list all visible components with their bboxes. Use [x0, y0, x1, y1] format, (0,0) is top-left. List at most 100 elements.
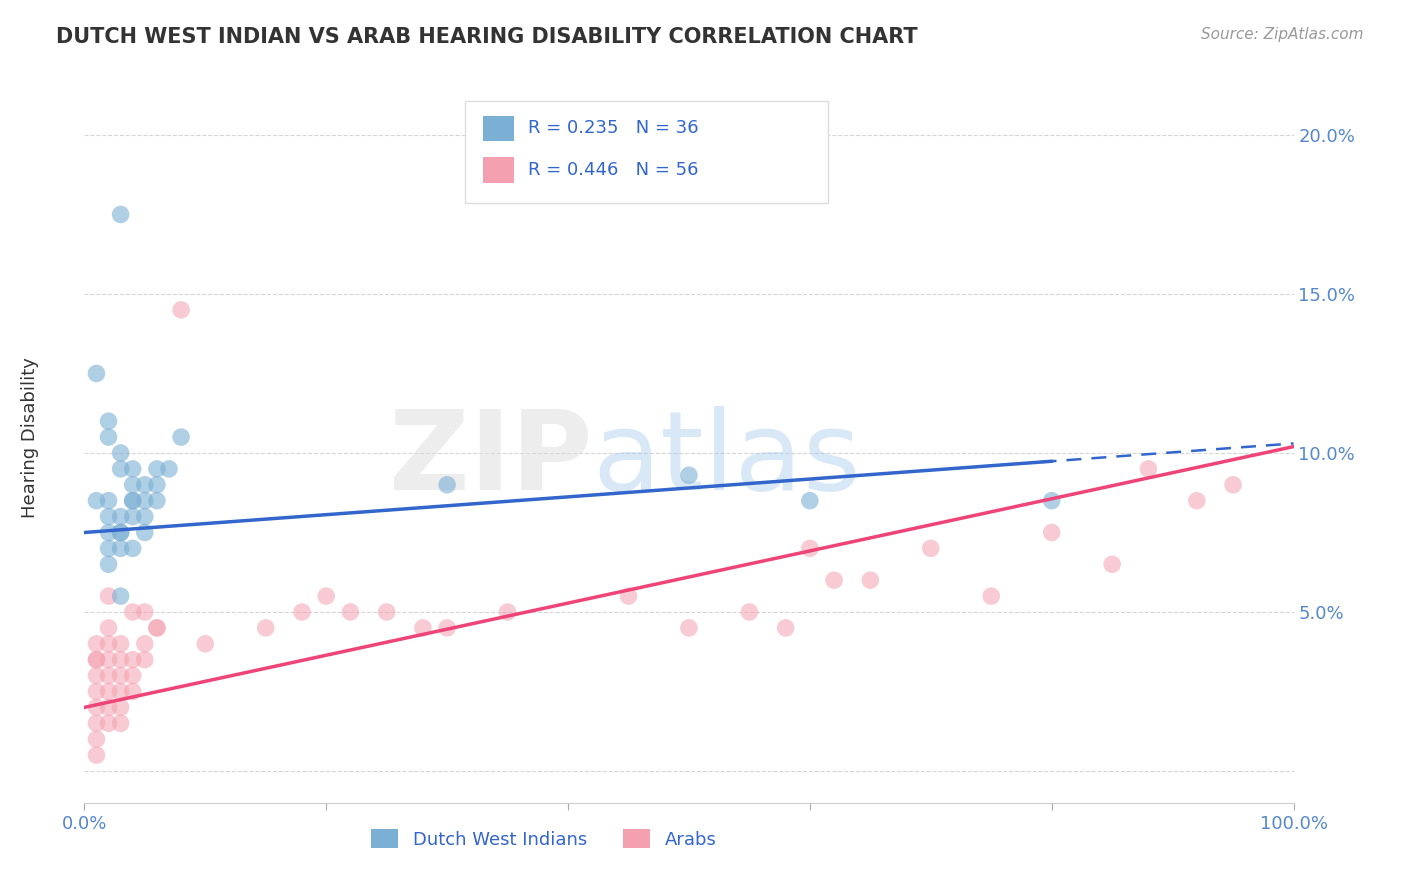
Point [157, 462, 180, 476]
Point [121, 493, 143, 508]
Point [980, 589, 1002, 603]
FancyBboxPatch shape [484, 116, 513, 141]
Point [412, 621, 434, 635]
Point [110, 684, 132, 698]
Text: atlas: atlas [592, 406, 860, 513]
Point [859, 573, 882, 587]
Point [110, 541, 132, 556]
Point [799, 541, 821, 556]
Point [146, 621, 169, 635]
Point [254, 621, 277, 635]
Point [97, 493, 120, 508]
Point [110, 716, 132, 731]
FancyBboxPatch shape [465, 101, 828, 203]
Point [110, 668, 132, 682]
Point [110, 207, 132, 221]
Point [315, 589, 337, 603]
Point [86, 637, 108, 651]
Point [134, 493, 156, 508]
Point [97, 637, 120, 651]
Point [436, 621, 458, 635]
Point [86, 700, 108, 714]
FancyBboxPatch shape [484, 157, 513, 183]
Point [134, 637, 156, 651]
Point [121, 684, 143, 698]
Legend: Dutch West Indians, Arabs: Dutch West Indians, Arabs [364, 822, 724, 856]
Point [97, 668, 120, 682]
Point [134, 477, 156, 491]
Point [86, 684, 108, 698]
Point [1137, 462, 1160, 476]
Point [194, 637, 217, 651]
Point [121, 509, 143, 524]
Point [738, 605, 761, 619]
Point [291, 605, 314, 619]
Point [86, 668, 108, 682]
Point [97, 589, 120, 603]
Point [678, 468, 700, 483]
Point [121, 605, 143, 619]
Point [86, 493, 108, 508]
Point [86, 732, 108, 747]
Point [110, 525, 132, 540]
Text: Hearing Disability: Hearing Disability [21, 357, 39, 517]
Point [97, 621, 120, 635]
Point [97, 430, 120, 444]
Point [97, 716, 120, 731]
Point [121, 653, 143, 667]
Point [97, 509, 120, 524]
Point [146, 621, 169, 635]
Point [1222, 477, 1244, 491]
Point [110, 637, 132, 651]
Point [110, 653, 132, 667]
Point [146, 462, 169, 476]
Point [375, 605, 398, 619]
Point [86, 653, 108, 667]
Point [121, 668, 143, 682]
Point [97, 653, 120, 667]
Point [86, 653, 108, 667]
Point [86, 716, 108, 731]
Point [920, 541, 942, 556]
Point [86, 367, 108, 381]
Point [86, 748, 108, 763]
Point [823, 573, 845, 587]
Point [121, 462, 143, 476]
Point [121, 493, 143, 508]
Point [775, 621, 797, 635]
Point [134, 509, 156, 524]
Point [121, 477, 143, 491]
Point [436, 477, 458, 491]
Point [339, 605, 361, 619]
Point [121, 541, 143, 556]
Point [97, 558, 120, 572]
Point [97, 525, 120, 540]
Point [97, 414, 120, 428]
Text: Source: ZipAtlas.com: Source: ZipAtlas.com [1201, 27, 1364, 42]
Point [97, 541, 120, 556]
Text: R = 0.446   N = 56: R = 0.446 N = 56 [529, 161, 699, 179]
Point [1101, 558, 1123, 572]
Point [97, 684, 120, 698]
Point [134, 653, 156, 667]
Point [110, 446, 132, 460]
Point [1040, 493, 1063, 508]
Point [146, 493, 169, 508]
Text: DUTCH WEST INDIAN VS ARAB HEARING DISABILITY CORRELATION CHART: DUTCH WEST INDIAN VS ARAB HEARING DISABI… [56, 27, 918, 46]
Point [799, 493, 821, 508]
Text: R = 0.235   N = 36: R = 0.235 N = 36 [529, 120, 699, 137]
Point [110, 509, 132, 524]
Point [1040, 525, 1063, 540]
Point [496, 605, 519, 619]
Point [617, 589, 640, 603]
Point [110, 700, 132, 714]
Point [1185, 493, 1208, 508]
Point [170, 430, 193, 444]
Text: ZIP: ZIP [389, 406, 592, 513]
Point [146, 477, 169, 491]
Point [110, 589, 132, 603]
Point [110, 462, 132, 476]
Point [97, 700, 120, 714]
Point [134, 525, 156, 540]
Point [678, 621, 700, 635]
